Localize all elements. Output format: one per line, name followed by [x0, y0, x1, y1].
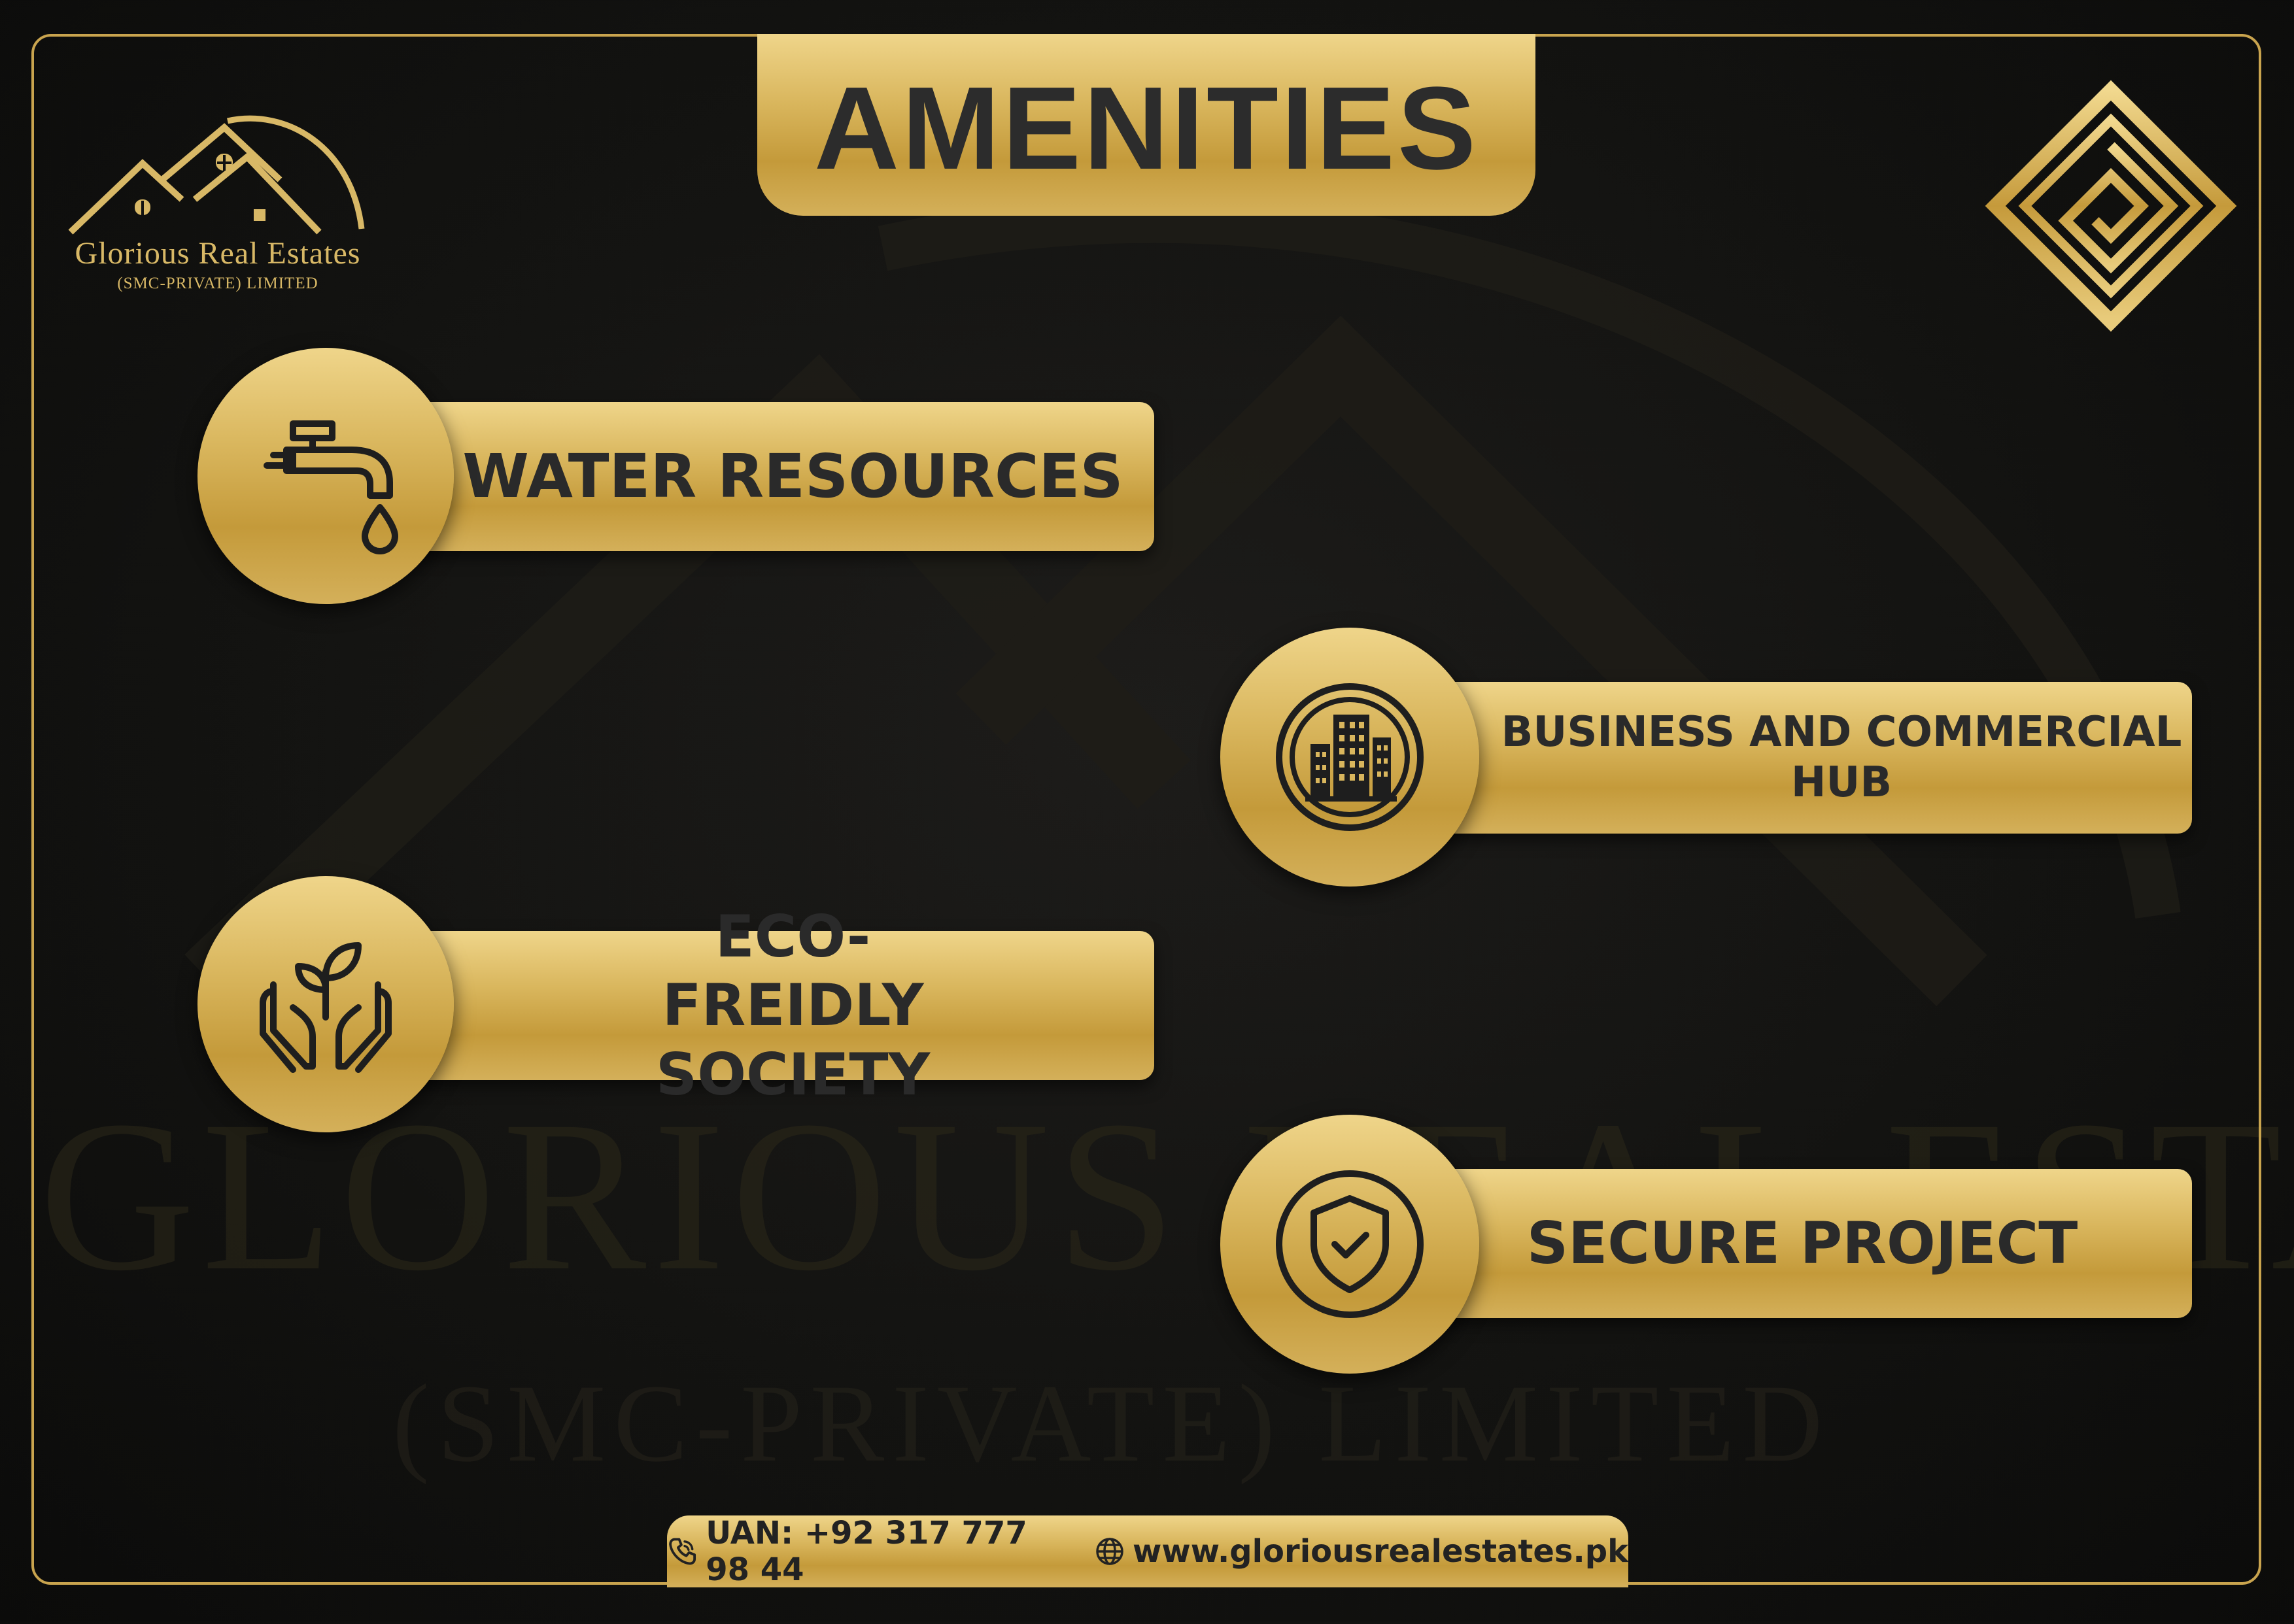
phone-icon [669, 1538, 696, 1565]
house-roof-icon [68, 115, 365, 235]
amenity-label: SECURE PROJECT [1526, 1210, 2078, 1277]
water-tap-icon [264, 420, 398, 554]
logo-company-name: Glorious Real Estates [75, 236, 361, 271]
contact-footer: UAN: +92 317 777 98 44 www.gloriousreale… [667, 1515, 1628, 1588]
website-link[interactable]: www.gloriousrealestates.pk [1095, 1533, 1628, 1570]
website-text: www.gloriousrealestates.pk [1133, 1533, 1628, 1570]
page-title: AMENITIES [813, 62, 1479, 194]
shield-check-icon [1276, 1170, 1424, 1318]
company-logo: Glorious Real Estates (SMC-PRIVATE) LIMI… [64, 108, 371, 304]
calligraphy-emblem-icon [1985, 80, 2237, 332]
uan-text: UAN: +92 317 777 98 44 [706, 1515, 1027, 1588]
amenity-label: ECO-FREIDLY SOCIETY [655, 902, 931, 1108]
amenity-label: BUSINESS AND COMMERCIAL HUB [1501, 708, 2182, 807]
plant-hands-icon [260, 942, 392, 1073]
building-icon [1276, 683, 1424, 831]
uan-contact[interactable]: UAN: +92 317 777 98 44 [667, 1515, 1069, 1588]
logo-company-subtitle: (SMC-PRIVATE) LIMITED [117, 275, 318, 292]
globe-icon [1096, 1538, 1123, 1565]
title-tab: AMENITIES [757, 34, 1535, 216]
amenity-label: WATER RESOURCES [462, 441, 1123, 511]
